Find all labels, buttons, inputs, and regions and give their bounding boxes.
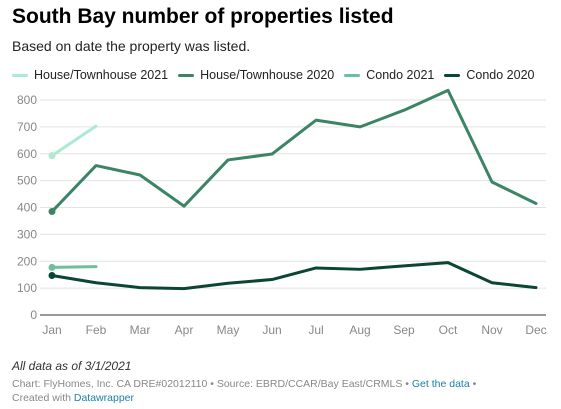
y-tick-label: 0	[30, 308, 37, 322]
series-start-point-1	[48, 208, 56, 216]
x-tick-label: Dec	[525, 323, 546, 337]
datawrapper-link[interactable]: Datawrapper	[73, 392, 134, 404]
y-tick-label: 200	[17, 254, 37, 268]
series-start-point-3	[48, 271, 56, 279]
legend-label-ht2021: House/Townhouse 2021	[34, 68, 169, 82]
created-with-text: Created with	[12, 392, 74, 404]
x-tick-label: Nov	[481, 323, 502, 337]
data-date-note: All data as of 3/1/2021	[12, 359, 132, 373]
get-data-link[interactable]: Get the data	[411, 378, 470, 390]
legend-swatch-condo2020	[444, 73, 461, 77]
x-tick-label: Jan	[42, 323, 61, 337]
x-tick-label: Jun	[262, 323, 281, 337]
x-tick-label: May	[217, 323, 240, 337]
series-start-point-2	[48, 263, 56, 271]
series-start-point-0	[48, 152, 56, 160]
chart-subtitle: Based on date the property was listed.	[12, 38, 251, 54]
y-tick-label: 600	[17, 147, 37, 161]
x-tick-label: Aug	[349, 323, 370, 337]
x-tick-label: Apr	[175, 323, 194, 337]
x-tick-label: Mar	[130, 323, 151, 337]
legend-label-condo2021: Condo 2021	[366, 68, 435, 82]
legend-item-condo2021: Condo 2021	[344, 68, 434, 82]
chart-legend: House/Townhouse 2021 House/Townhouse 202…	[12, 68, 535, 82]
line-chart: 0 100 200 300 400 500 600 700 800 Jan Feb Mar Apr May…	[17, 88, 547, 337]
y-tick-label: 500	[17, 174, 37, 188]
legend-swatch-ht2020	[178, 73, 195, 77]
legend-swatch-ht2021	[12, 73, 28, 77]
chart-footer: Chart: FlyHomes, Inc. CA DRE#02012110 • …	[12, 377, 552, 405]
y-tick-label: 800	[17, 93, 37, 107]
x-tick-label: Jul	[308, 323, 323, 337]
series-line-2	[50, 265, 98, 269]
y-tick-label: 300	[17, 227, 37, 241]
legend-item-ht2021: House/Townhouse 2021	[12, 68, 168, 82]
y-tick-label: 700	[17, 120, 37, 134]
legend-swatch-condo2021	[344, 73, 361, 77]
y-tick-label: 100	[17, 281, 37, 295]
x-tick-label: Oct	[439, 323, 458, 337]
footer-bullet: •	[469, 378, 477, 390]
legend-item-condo2020: Condo 2020	[444, 68, 535, 82]
chart-title: South Bay number of properties listed	[12, 5, 394, 28]
legend-item-ht2020: House/Townhouse 2020	[178, 68, 334, 82]
series-line-3	[50, 261, 538, 291]
series-line-0	[50, 124, 98, 158]
source-credit: Chart: FlyHomes, Inc. CA DRE#02012110 • …	[12, 378, 412, 390]
x-tick-label: Sep	[393, 323, 415, 337]
series-line-1	[50, 88, 538, 214]
legend-label-ht2020: House/Townhouse 2020	[200, 68, 335, 82]
y-tick-label: 400	[17, 201, 37, 215]
legend-label-condo2020: Condo 2020	[466, 68, 535, 82]
x-tick-label: Feb	[86, 323, 107, 337]
